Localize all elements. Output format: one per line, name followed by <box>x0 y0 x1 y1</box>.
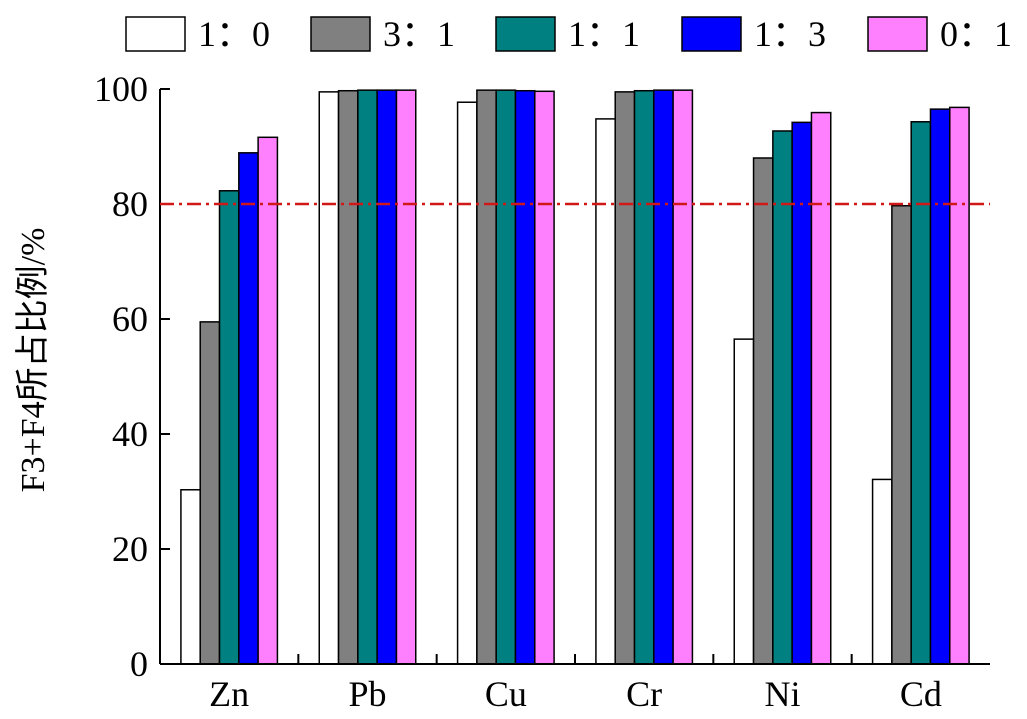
x-category-label: Cu <box>485 674 527 714</box>
legend-item: 1：3 <box>681 14 826 54</box>
bar-cu-series-1 <box>456 101 478 665</box>
bar-cd-series-1 <box>871 478 893 665</box>
legend-label: 1：1 <box>568 14 640 54</box>
bar-cr-series-4 <box>653 89 674 665</box>
x-axis: Zn Pb Cu Cr Ni Cd <box>160 654 990 714</box>
legend-item: 1：0 <box>125 14 270 54</box>
legend-swatch <box>125 16 186 52</box>
bar-pb-series-5 <box>395 89 417 665</box>
y-tick-label: 40 <box>112 414 148 454</box>
bar-cu-series-2 <box>476 89 497 665</box>
bar-zn-series-2 <box>199 321 221 665</box>
y-tick-label: 100 <box>94 69 148 109</box>
legend-swatch <box>495 16 556 52</box>
legend: 1：0 3：1 1：1 1：3 0：1 <box>125 14 1012 54</box>
legend-label: 0：1 <box>940 14 1012 54</box>
bar-cr-series-5 <box>672 89 694 665</box>
bar-zn-series-4 <box>238 152 259 665</box>
y-tick-label: 60 <box>112 299 148 339</box>
y-tick-label: 80 <box>112 184 148 224</box>
bar-cd-series-2 <box>891 204 912 665</box>
bar-cd-series-5 <box>949 106 970 665</box>
bar-pb-series-4 <box>376 89 398 665</box>
x-category-label: Zn <box>209 674 249 714</box>
bar-cr-series-3 <box>633 89 655 665</box>
bar-ni-series-2 <box>752 157 774 665</box>
bar-ni-series-3 <box>772 130 793 665</box>
bars <box>180 89 970 665</box>
legend-item: 3：1 <box>310 14 455 54</box>
legend-swatch <box>310 16 371 52</box>
legend-swatch <box>681 16 742 52</box>
y-axis: 0 20 40 60 80 100 <box>94 69 170 684</box>
bar-cr-series-2 <box>614 91 636 665</box>
y-tick-label: 20 <box>112 529 148 569</box>
bar-zn-series-1 <box>180 489 201 665</box>
legend-label: 1：0 <box>198 14 270 54</box>
x-category-label: Ni <box>765 674 801 714</box>
bar-pb-series-2 <box>337 89 359 665</box>
y-tick-label: 0 <box>130 644 148 684</box>
bar-pb-series-1 <box>318 91 340 665</box>
legend-swatch <box>867 16 928 52</box>
bar-pb-series-3 <box>357 89 378 665</box>
x-category-label: Cr <box>626 674 662 714</box>
legend-label: 1：3 <box>754 14 826 54</box>
x-category-label: Pb <box>348 674 386 714</box>
bar-cu-series-4 <box>514 89 536 665</box>
y-axis-label: F3+F4所占比例/% <box>14 228 52 493</box>
bar-zn-series-5 <box>257 136 279 665</box>
bar-cr-series-1 <box>595 118 616 665</box>
x-category-label: Cd <box>900 674 942 714</box>
bar-ni-series-1 <box>733 338 755 665</box>
legend-item: 1：1 <box>495 14 640 54</box>
legend-label: 3：1 <box>383 14 455 54</box>
bar-ni-series-5 <box>810 111 832 665</box>
bar-cu-series-3 <box>495 89 517 665</box>
bar-cu-series-5 <box>534 90 555 665</box>
legend-item: 0：1 <box>867 14 1012 54</box>
bar-zn-series-3 <box>218 190 240 665</box>
bar-cd-series-4 <box>929 108 951 665</box>
